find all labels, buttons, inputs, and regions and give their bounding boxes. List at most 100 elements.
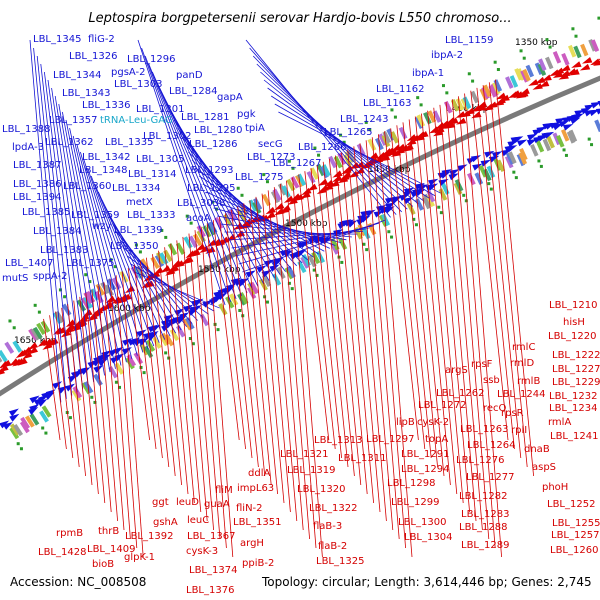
gene-label[interactable]: LBL_1302	[143, 131, 191, 142]
gene-label[interactable]: LBL_1267	[273, 158, 321, 169]
gene-label[interactable]: LBL_1229	[552, 377, 600, 388]
gene-label[interactable]: lipB	[396, 417, 415, 428]
gene-label[interactable]: rmlC	[512, 342, 535, 353]
gene-label[interactable]: LBL_1275	[235, 172, 283, 183]
gene-label[interactable]: LBL_1162	[376, 84, 424, 95]
gene-label[interactable]: flaB-3	[313, 521, 342, 532]
gene-label[interactable]: LBL_1255	[552, 518, 600, 529]
gene-label[interactable]: LBL_1325	[316, 556, 364, 567]
gene-label[interactable]: argS	[445, 365, 468, 376]
gene-label[interactable]: LBL_1297	[366, 434, 414, 445]
gene-label[interactable]: recO	[483, 403, 507, 414]
gene-label[interactable]: LBL_1385	[22, 207, 70, 218]
gene-label[interactable]: acoA	[186, 213, 211, 224]
gene-label[interactable]: LBL_1409	[87, 544, 135, 555]
gene-label[interactable]: leuD	[176, 497, 199, 508]
gene-label[interactable]: ibpA-1	[412, 68, 444, 79]
gene-label[interactable]: LBL_1301	[136, 104, 184, 115]
gene-label[interactable]: LBL_1283	[461, 509, 509, 520]
gene-label[interactable]: LBL_1265	[324, 127, 372, 138]
gene-label[interactable]: LBL_1319	[287, 465, 335, 476]
gene-label[interactable]: LBL_1222	[552, 350, 600, 361]
gene-label[interactable]: LBL_1305	[136, 154, 184, 165]
gene-label[interactable]: LBL_1322	[309, 503, 357, 514]
trna-label[interactable]: tRNA-Leu-GAG	[100, 115, 173, 126]
gene-label[interactable]: LBL_1273	[247, 152, 295, 163]
gene-label[interactable]: LBL_1336	[82, 100, 130, 111]
gene-label[interactable]: LBL_1295	[187, 183, 235, 194]
gene-label[interactable]: leuC	[187, 515, 209, 526]
gene-label[interactable]: LBL_1252	[547, 499, 595, 510]
gene-label[interactable]: LBL_1281	[181, 112, 229, 123]
gene-label[interactable]: LBL_1334	[112, 183, 160, 194]
gene-label[interactable]: ppiB-2	[242, 558, 274, 569]
gene-label[interactable]: LBL_1304	[404, 532, 452, 543]
gene-label[interactable]: rpmB	[56, 528, 83, 539]
gene-label[interactable]: fliM	[215, 485, 233, 496]
gene-label[interactable]: cysK-3	[186, 546, 218, 557]
gene-label[interactable]: LBL_1362	[45, 137, 93, 148]
gene-label[interactable]: glpK-1	[124, 552, 155, 563]
gene-label[interactable]: LBL_1335	[105, 137, 153, 148]
gene-label[interactable]: gapA	[217, 92, 243, 103]
gene-label[interactable]: aspS	[532, 462, 556, 473]
gene-label[interactable]: LBL_1296	[127, 54, 175, 65]
gene-label[interactable]: LBL_1348	[79, 165, 127, 176]
gene-label[interactable]: LBL_1392	[125, 531, 173, 542]
gene-label[interactable]: dnaB	[524, 444, 550, 455]
gene-label[interactable]: LBL_1394	[13, 192, 61, 203]
gene-label[interactable]: LBL_1210	[549, 300, 597, 311]
gene-label[interactable]: fliG-2	[88, 34, 115, 45]
gene-label[interactable]: LBL_1291	[401, 449, 449, 460]
gene-label[interactable]: LBL_1343	[62, 88, 110, 99]
gene-label[interactable]: LBL_1280	[194, 125, 242, 136]
gene-label[interactable]: thrB	[98, 526, 119, 537]
gene-label[interactable]: LBL_1350	[110, 241, 158, 252]
gene-label[interactable]: cysK-2	[417, 417, 449, 428]
gene-label[interactable]: LBL_1260	[550, 545, 598, 556]
gene-label[interactable]: LBL_1359	[71, 210, 119, 221]
gene-label[interactable]: mutS	[2, 273, 28, 284]
gene-label[interactable]: LBL_1375	[66, 258, 114, 269]
gene-label[interactable]: rpsF	[471, 359, 493, 370]
gene-label[interactable]: LBL_1159	[445, 35, 493, 46]
gene-label[interactable]: LBL_1386	[13, 179, 61, 190]
gene-label[interactable]: LBL_1288	[459, 522, 507, 533]
gene-label[interactable]: LBL_1384	[33, 226, 81, 237]
gene-label[interactable]: flaB-2	[318, 541, 347, 552]
gene-label[interactable]: LBL_1243	[340, 114, 388, 125]
gene-label[interactable]: LBL_1313	[314, 435, 362, 446]
gene-label[interactable]: ddlA	[248, 468, 270, 479]
gene-label[interactable]: LBL_1345	[33, 34, 81, 45]
gene-label[interactable]: ssb	[483, 375, 500, 386]
gene-label[interactable]: LBL_1241	[550, 431, 598, 442]
gene-label[interactable]: LBL_3038	[177, 198, 225, 209]
gene-label[interactable]: LBL_1232	[549, 391, 597, 402]
gene-label[interactable]: LBL_1351	[233, 517, 281, 528]
gene-label[interactable]: hisH	[563, 317, 585, 328]
gene-label[interactable]: LBL_1333	[127, 210, 175, 221]
gene-label[interactable]: secG	[258, 139, 283, 150]
gene-label[interactable]: LBL_1272	[418, 400, 466, 411]
gene-label[interactable]: LBL_1293	[185, 165, 233, 176]
gene-label[interactable]: LBL_1263	[460, 424, 508, 435]
gene-label[interactable]: LBL_1314	[128, 169, 176, 180]
gene-label[interactable]: fliN-2	[236, 503, 263, 514]
gene-label[interactable]: pgk	[237, 109, 256, 120]
gene-label[interactable]: LBL_1277	[466, 472, 514, 483]
gene-label[interactable]: LBL_1286	[189, 139, 237, 150]
gene-label[interactable]: LBL_1299	[391, 497, 439, 508]
gene-label[interactable]: LBL_1339	[114, 225, 162, 236]
gene-label[interactable]: panD	[176, 70, 203, 81]
gene-label[interactable]: LBL_1294	[401, 464, 449, 475]
gene-label[interactable]: LBL_1298	[387, 478, 435, 489]
gene-label[interactable]: LBL_1387	[13, 160, 61, 171]
gene-label[interactable]: topA	[425, 434, 448, 445]
gene-label[interactable]: LBL_1234	[549, 403, 597, 414]
gene-label[interactable]: LBL_1227	[552, 364, 600, 375]
gene-label[interactable]: ibpA-2	[431, 50, 463, 61]
gene-label[interactable]: LBL_1428	[38, 547, 86, 558]
gene-label[interactable]: LBL_1289	[461, 540, 509, 551]
gene-label[interactable]: LBL_1163	[363, 98, 411, 109]
gene-label[interactable]: LBL_1360	[63, 181, 111, 192]
